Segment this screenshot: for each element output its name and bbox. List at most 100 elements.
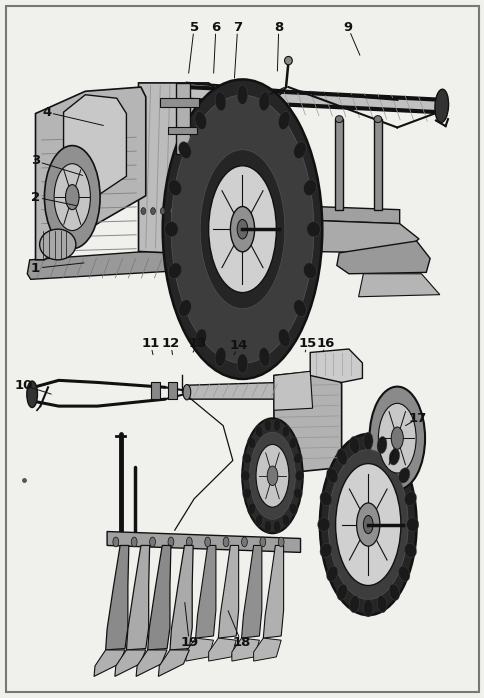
Ellipse shape bbox=[349, 595, 359, 613]
Text: 10: 10 bbox=[15, 379, 33, 392]
Ellipse shape bbox=[178, 142, 191, 158]
Ellipse shape bbox=[293, 299, 306, 317]
Ellipse shape bbox=[200, 150, 284, 309]
Ellipse shape bbox=[319, 543, 331, 558]
Text: 5: 5 bbox=[189, 21, 198, 34]
Text: 8: 8 bbox=[273, 21, 283, 34]
Ellipse shape bbox=[242, 418, 302, 533]
Ellipse shape bbox=[388, 449, 399, 465]
Ellipse shape bbox=[378, 403, 415, 473]
Polygon shape bbox=[148, 545, 170, 650]
Ellipse shape bbox=[258, 348, 270, 366]
Ellipse shape bbox=[349, 436, 359, 454]
Bar bbox=[167, 127, 196, 135]
Ellipse shape bbox=[282, 514, 289, 526]
Ellipse shape bbox=[264, 419, 271, 431]
Ellipse shape bbox=[150, 537, 155, 547]
Polygon shape bbox=[310, 349, 362, 383]
Ellipse shape bbox=[204, 537, 210, 547]
Polygon shape bbox=[253, 638, 281, 661]
Ellipse shape bbox=[169, 207, 174, 214]
Ellipse shape bbox=[336, 449, 347, 465]
Ellipse shape bbox=[237, 354, 247, 373]
Ellipse shape bbox=[168, 180, 181, 195]
Polygon shape bbox=[218, 545, 238, 638]
Polygon shape bbox=[336, 241, 429, 274]
Ellipse shape bbox=[363, 432, 372, 450]
Polygon shape bbox=[175, 83, 190, 154]
Text: 15: 15 bbox=[298, 337, 316, 350]
Polygon shape bbox=[106, 545, 129, 650]
Polygon shape bbox=[115, 650, 146, 676]
Text: 3: 3 bbox=[31, 154, 40, 168]
Ellipse shape bbox=[267, 466, 277, 486]
Ellipse shape bbox=[264, 520, 271, 533]
Bar bbox=[151, 382, 160, 399]
Ellipse shape bbox=[113, 537, 119, 547]
Text: 18: 18 bbox=[232, 637, 250, 649]
Polygon shape bbox=[334, 119, 342, 209]
Ellipse shape bbox=[319, 434, 416, 615]
Polygon shape bbox=[373, 119, 381, 209]
Ellipse shape bbox=[273, 419, 280, 431]
Ellipse shape bbox=[259, 537, 265, 547]
Text: 4: 4 bbox=[42, 105, 51, 119]
Ellipse shape bbox=[230, 207, 254, 252]
Polygon shape bbox=[94, 650, 125, 676]
Polygon shape bbox=[169, 545, 193, 650]
Ellipse shape bbox=[255, 425, 262, 437]
Polygon shape bbox=[195, 545, 215, 638]
Polygon shape bbox=[107, 531, 300, 552]
Ellipse shape bbox=[186, 537, 192, 547]
Ellipse shape bbox=[288, 437, 297, 448]
Ellipse shape bbox=[326, 468, 337, 483]
Ellipse shape bbox=[295, 470, 303, 481]
Polygon shape bbox=[358, 274, 439, 297]
Ellipse shape bbox=[336, 584, 347, 600]
Ellipse shape bbox=[328, 450, 408, 600]
Ellipse shape bbox=[404, 543, 416, 558]
FancyBboxPatch shape bbox=[6, 6, 478, 692]
Ellipse shape bbox=[141, 207, 146, 214]
Ellipse shape bbox=[388, 584, 399, 600]
Ellipse shape bbox=[278, 537, 284, 547]
Text: 16: 16 bbox=[316, 337, 334, 350]
Ellipse shape bbox=[214, 348, 226, 366]
Ellipse shape bbox=[288, 503, 297, 514]
Polygon shape bbox=[27, 250, 174, 279]
Polygon shape bbox=[126, 545, 150, 650]
Ellipse shape bbox=[404, 491, 416, 506]
Ellipse shape bbox=[162, 80, 322, 379]
Ellipse shape bbox=[335, 463, 400, 586]
Ellipse shape bbox=[247, 503, 255, 514]
Ellipse shape bbox=[334, 116, 342, 123]
Text: 12: 12 bbox=[162, 337, 180, 350]
Ellipse shape bbox=[214, 91, 226, 111]
Ellipse shape bbox=[373, 116, 381, 123]
Ellipse shape bbox=[356, 503, 379, 546]
Polygon shape bbox=[208, 638, 236, 661]
Ellipse shape bbox=[398, 566, 409, 581]
Ellipse shape bbox=[45, 146, 100, 248]
Ellipse shape bbox=[168, 263, 181, 279]
Ellipse shape bbox=[303, 263, 316, 279]
Ellipse shape bbox=[363, 516, 372, 533]
Ellipse shape bbox=[258, 91, 270, 111]
Polygon shape bbox=[63, 95, 126, 195]
Ellipse shape bbox=[376, 595, 386, 613]
Ellipse shape bbox=[256, 445, 288, 507]
Ellipse shape bbox=[249, 432, 295, 519]
Ellipse shape bbox=[255, 514, 262, 526]
Polygon shape bbox=[231, 638, 259, 661]
Polygon shape bbox=[35, 87, 146, 260]
Polygon shape bbox=[305, 206, 399, 223]
Polygon shape bbox=[273, 371, 312, 410]
Ellipse shape bbox=[278, 329, 289, 347]
Polygon shape bbox=[305, 220, 418, 253]
Ellipse shape bbox=[216, 151, 225, 164]
Ellipse shape bbox=[237, 85, 247, 105]
Ellipse shape bbox=[237, 219, 247, 239]
Ellipse shape bbox=[65, 184, 79, 209]
Ellipse shape bbox=[241, 537, 247, 547]
Ellipse shape bbox=[195, 111, 206, 130]
